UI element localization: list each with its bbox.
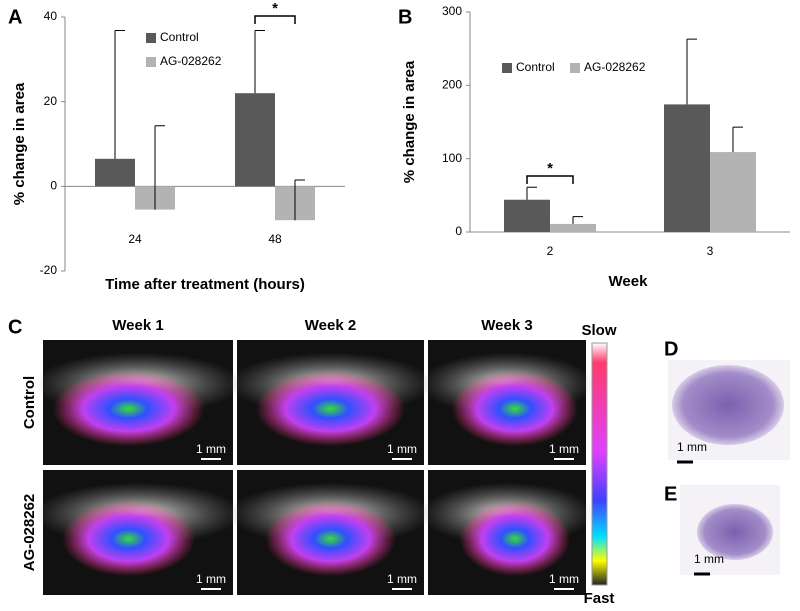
scale-label: 1 mm <box>196 572 226 586</box>
error-bar <box>686 38 697 105</box>
bar <box>664 104 710 232</box>
x-tick-label: 48 <box>268 232 282 246</box>
legend-swatch <box>502 63 512 73</box>
y-axis-label: % change in area <box>11 82 28 205</box>
perfusion-map <box>52 371 205 447</box>
column-title: Week 3 <box>481 317 532 334</box>
perfusion-map <box>459 501 571 577</box>
scale-label: 1 mm <box>549 572 579 586</box>
scale-label: 1 mm <box>694 552 724 566</box>
error-bar <box>572 216 583 224</box>
bar <box>235 93 275 187</box>
legend-label: Control <box>160 30 199 44</box>
ultrasound-image: 1 mm <box>227 470 434 595</box>
legend-swatch <box>146 57 156 67</box>
bar <box>710 152 756 232</box>
error-bar <box>294 179 305 221</box>
legend-label: AG-028262 <box>584 60 646 74</box>
panel-d: D 1 mm <box>664 338 790 464</box>
significance-bracket <box>526 175 574 184</box>
colorbar <box>591 342 608 586</box>
legend-swatch <box>570 63 580 73</box>
perfusion-map <box>62 501 195 577</box>
y-tick-label: 40 <box>44 9 58 23</box>
scale-label: 1 mm <box>677 440 707 454</box>
colorbar-bottom-label: Fast <box>584 590 615 607</box>
error-bar <box>526 186 537 200</box>
significance-star: * <box>272 0 278 17</box>
x-tick-label: 24 <box>128 232 142 246</box>
x-tick-label: 2 <box>547 244 554 258</box>
panel-label: E <box>664 483 677 505</box>
bar <box>504 199 550 232</box>
ultrasound-image: 1 mm <box>227 340 434 465</box>
significance-bracket <box>254 15 296 24</box>
ultrasound-image: 1 mm <box>420 470 594 595</box>
tissue <box>697 504 773 560</box>
perfusion-map <box>255 371 406 447</box>
ultrasound-image: 1 mm <box>33 340 243 465</box>
legend-swatch <box>146 33 156 43</box>
scale-label: 1 mm <box>387 442 417 456</box>
column-title: Week 2 <box>305 317 356 334</box>
y-tick-label: 100 <box>442 151 462 165</box>
legend-label: AG-028262 <box>160 54 222 68</box>
bar <box>550 223 596 232</box>
panel-label: A <box>8 6 22 28</box>
y-tick-label: 200 <box>442 78 462 92</box>
error-bar <box>732 126 743 153</box>
x-axis-label: Week <box>609 273 649 290</box>
panel-label: B <box>398 6 412 28</box>
y-tick-label: -20 <box>40 263 58 277</box>
scale-label: 1 mm <box>196 442 226 456</box>
significance-star: * <box>547 160 553 177</box>
x-axis-label: Time after treatment (hours) <box>105 276 305 293</box>
ultrasound-image: 1 mm <box>420 340 594 465</box>
panel-e: E 1 mm <box>664 483 780 576</box>
column-title: Week 1 <box>112 317 163 334</box>
ultrasound-image: 1 mm <box>33 470 243 595</box>
tissue <box>672 365 784 445</box>
colorbar-top-label: Slow <box>581 322 616 339</box>
scale-label: 1 mm <box>549 442 579 456</box>
panel-label: C <box>8 316 22 338</box>
bar <box>95 158 135 187</box>
row-label: AG-028262 <box>21 494 38 572</box>
x-tick-label: 3 <box>707 244 714 258</box>
y-axis-label: % change in area <box>401 60 418 183</box>
perfusion-map <box>265 501 396 577</box>
error-bar <box>154 125 165 210</box>
y-tick-label: 0 <box>455 224 462 238</box>
y-tick-label: 0 <box>50 179 57 193</box>
legend-label: Control <box>516 60 555 74</box>
panel-label: D <box>664 338 678 360</box>
y-tick-label: 300 <box>442 4 462 18</box>
scale-label: 1 mm <box>387 572 417 586</box>
error-bar <box>114 30 125 159</box>
y-tick-label: 20 <box>44 94 58 108</box>
row-label: Control <box>21 376 38 429</box>
error-bar <box>254 30 265 94</box>
perfusion-map <box>451 371 579 447</box>
